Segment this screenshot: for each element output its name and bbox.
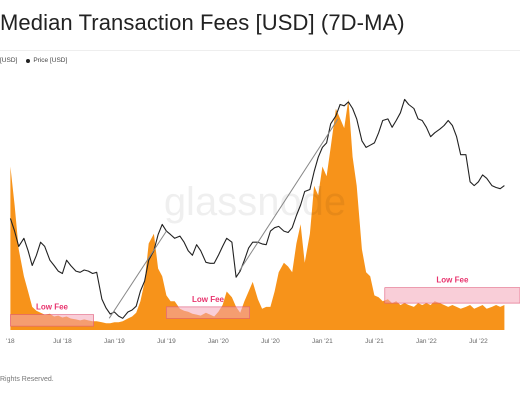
low-fee-box-1 — [10, 314, 94, 327]
low-fee-box-2 — [166, 306, 250, 319]
x-tick-label: Jul '19 — [157, 338, 176, 345]
watermark-text: glassnode — [164, 180, 346, 224]
low-fee-label-3: Low Fee — [436, 276, 469, 285]
x-tick-label: Jul '20 — [261, 338, 280, 345]
trend-line-1 — [108, 230, 167, 319]
plot-area: glassnode Low Fee Low Fee Low Fee — [9, 98, 520, 330]
header-divider — [0, 50, 520, 51]
fee-area-series — [10, 99, 505, 330]
low-fee-label-1: Low Fee — [36, 303, 69, 312]
chart-legend: [USD] Price [USD] — [0, 57, 67, 64]
x-tick-label: Jan '22 — [416, 338, 437, 345]
x-axis-ticks: '18 Jul '18 Jan '19 Jul '19 Jan '20 Jul '20 Ja… — [6, 338, 488, 345]
x-tick-label: '18 — [6, 338, 15, 345]
x-tick-label: Jul '22 — [469, 338, 488, 345]
chart-title: Median Transaction Fees [USD] (7D-MA) — [0, 10, 405, 35]
legend-price-label[interactable]: Price [USD] — [33, 57, 68, 64]
x-tick-label: Jan '19 — [104, 338, 125, 345]
legend-fee-label[interactable]: [USD] — [0, 57, 18, 64]
footer-copyright: Rights Reserved. — [0, 376, 54, 383]
low-fee-label-2: Low Fee — [192, 295, 225, 304]
trend-line-2 — [238, 118, 339, 272]
x-tick-label: Jan '21 — [312, 338, 333, 345]
x-tick-label: Jan '20 — [208, 338, 229, 345]
low-fee-box-3 — [384, 287, 520, 304]
x-tick-label: Jul '18 — [53, 338, 72, 345]
legend-price-dot-icon — [26, 58, 31, 63]
x-tick-label: Jul '21 — [365, 338, 384, 345]
